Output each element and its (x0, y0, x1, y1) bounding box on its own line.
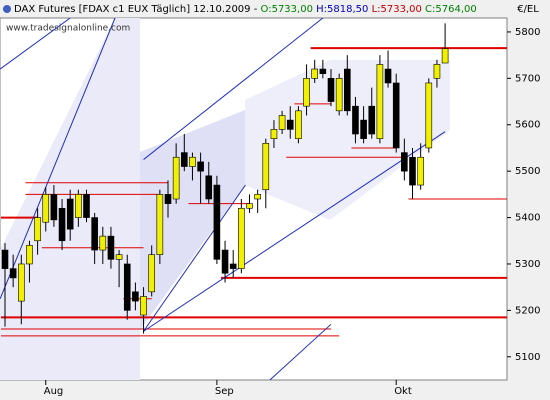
candle-body (376, 64, 384, 139)
candle-body (425, 82, 433, 149)
plot-layer (0, 18, 507, 380)
trend-line (143, 184, 246, 332)
trend-line (0, 18, 71, 70)
candle-body (189, 156, 196, 167)
candle-body (26, 245, 33, 265)
candle-body (360, 119, 367, 139)
candle-body (229, 263, 237, 269)
title-close: C:5764,00 (425, 4, 477, 15)
candle-body (99, 235, 107, 251)
candle-body (433, 64, 441, 79)
candle-body (42, 194, 50, 223)
y-tick-label: 5300 (515, 259, 540, 270)
candle-body (303, 78, 310, 107)
candle-body (343, 68, 351, 112)
x-tick-label: Sep (215, 386, 234, 397)
trend-line (143, 18, 324, 160)
candle-body (50, 194, 58, 221)
y-tick-label: 5600 (515, 120, 540, 131)
candle-body (213, 184, 221, 260)
candle-body (172, 156, 180, 200)
candle-body (384, 68, 392, 84)
candle-body (335, 78, 343, 112)
y-tick-label: 5100 (515, 352, 540, 363)
trend-line (269, 323, 332, 380)
candle-body (83, 194, 90, 218)
candle-body (352, 105, 359, 135)
candle-body (327, 78, 335, 102)
candle-body (1, 249, 9, 269)
candle-body (238, 207, 245, 269)
trend-line (0, 18, 116, 299)
candle-body (286, 119, 294, 130)
y-tick-label: 5800 (515, 27, 540, 38)
candle-body (58, 207, 66, 242)
icon (3, 5, 11, 13)
x-tick-label: Okt (394, 386, 412, 397)
candle-body (319, 68, 327, 74)
watermark: www.tradesignalonline.com (6, 24, 130, 34)
candle-body (132, 291, 139, 302)
candle-body (262, 143, 270, 191)
candle-body (441, 48, 449, 64)
y-axis-label: €/EL (517, 4, 539, 15)
candle-body (17, 263, 25, 302)
title-high: H:5818,50 (316, 4, 368, 15)
candle-body (34, 217, 41, 242)
candle-body (115, 254, 123, 260)
candle-body (221, 249, 229, 274)
candle-body (246, 203, 253, 209)
title-text: DAX Futures [FDAX c1 EUX Täglich] 12.10.… (14, 4, 258, 15)
trend-line (143, 131, 446, 332)
candle-body (409, 156, 416, 186)
candle-body (295, 110, 302, 139)
channel-shade (140, 110, 245, 330)
candle-body (205, 175, 213, 200)
candle-body (107, 235, 115, 260)
candle-body (278, 115, 286, 130)
y-tick-label: 5200 (515, 305, 540, 316)
title-low: L:5733,00 (372, 4, 422, 15)
candle-body (401, 152, 408, 172)
candle-body (164, 194, 172, 204)
candle-body (148, 254, 155, 293)
chart-title: DAX Futures [FDAX c1 EUX Täglich] 12.10.… (14, 4, 477, 15)
candle-body (417, 156, 424, 186)
title-open: O:5733,00 (261, 4, 313, 15)
candle-body (368, 105, 376, 135)
x-tick-label: Aug (44, 386, 64, 397)
candle-body (123, 263, 131, 311)
y-tick-label: 5500 (515, 166, 540, 177)
candle-body (197, 161, 204, 172)
candle-body (9, 268, 17, 279)
candle-body (91, 217, 98, 251)
candle-body (392, 82, 400, 149)
y-tick-label: 5400 (515, 213, 540, 224)
candle-body (311, 68, 319, 79)
candle-body (140, 296, 147, 316)
candle-body (270, 129, 278, 139)
y-tick-label: 5700 (515, 73, 540, 84)
candle-body (75, 194, 82, 218)
candle-body (66, 198, 74, 230)
candle-body (156, 194, 164, 255)
candle-body (181, 152, 188, 167)
candle-body (254, 194, 261, 200)
